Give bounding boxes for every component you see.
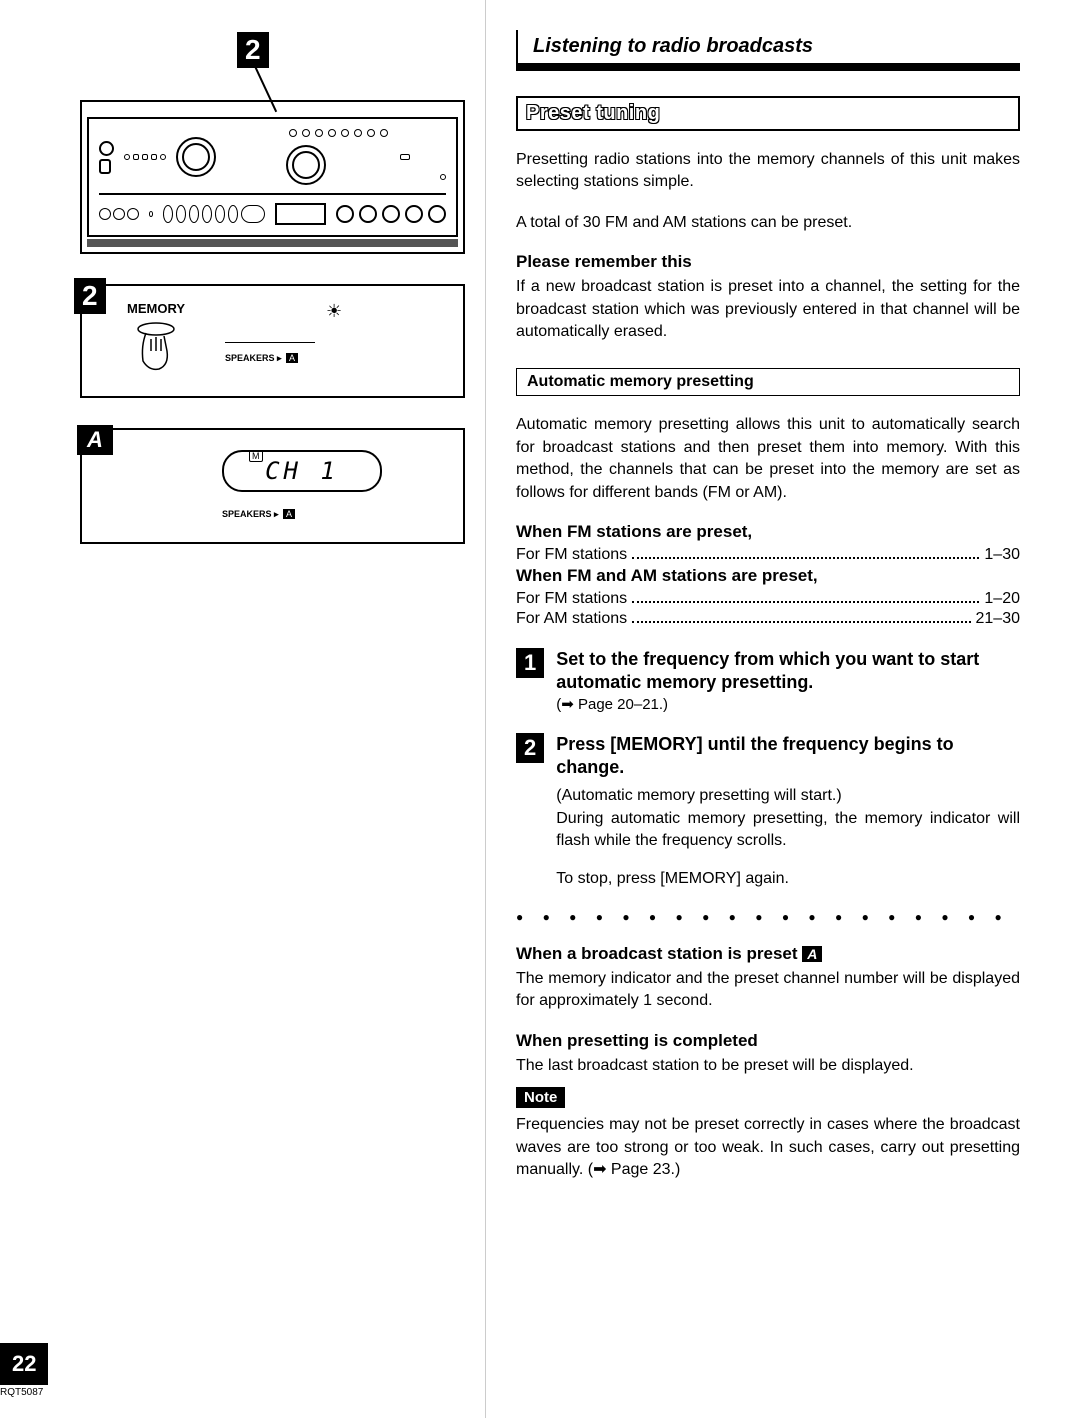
right-column: Listening to radio broadcasts Preset tun… [485,0,1080,1418]
step-1-ref: (➡ Page 20–21.) [556,695,1020,713]
memory-indicator: M [249,450,263,462]
complete-text: The last broadcast station to be preset … [516,1055,1020,1077]
step-1: 1 Set to the frequency from which you wa… [516,648,1020,713]
inline-a-badge: A [802,946,822,962]
step-2-sub3: To stop, press [MEMORY] again. [556,868,1020,890]
section-title-box: Preset tuning [516,96,1020,131]
am-range-row: For AM stations 21–30 [516,610,1020,628]
am-range: 21–30 [976,610,1021,628]
dots-divider: ● ● ● ● ● ● ● ● ● ● ● ● ● ● ● ● ● ● ● ● … [516,910,1020,924]
receiver-illustration: 2 [80,100,465,254]
remember-heading: Please remember this [516,252,1020,272]
remember-text: If a new broadcast station is preset int… [516,276,1020,343]
speakers-label: SPEAKERS ▸ [225,353,282,363]
step-2-badge: 2 [516,733,544,763]
callout-line [252,62,277,113]
step-2: 2 Press [MEMORY] until the frequency beg… [516,733,1020,890]
fm-range-row-2: For FM stations 1–20 [516,590,1020,608]
intro-text-1: Presetting radio stations into the memor… [516,149,1020,194]
fm-range: 1–30 [984,546,1020,564]
speakers-a-box: A [286,353,298,363]
complete-heading: When presetting is completed [516,1031,1020,1051]
left-column: 2 [0,0,485,1418]
broadcast-preset-text: The memory indicator and the preset chan… [516,968,1020,1013]
fm-label: For FM stations [516,546,627,564]
step-2-title: Press [MEMORY] until the frequency begin… [556,733,1020,780]
speakers-a-box-2: A [283,509,295,519]
fm-preset-heading: When FM stations are preset, [516,522,1020,542]
header-title: Listening to radio broadcasts [533,35,1020,58]
step-2-sub2: During automatic memory presetting, the … [556,808,1020,853]
step-2-sub1: (Automatic memory presetting will start.… [556,785,1020,807]
press-hand-icon [131,321,181,376]
step-1-title: Set to the frequency from which you want… [556,648,1020,695]
note-text: Frequencies may not be preset correctly … [516,1114,1020,1181]
document-code: RQT5087 [0,1387,48,1398]
page-header: Listening to radio broadcasts [516,30,1020,71]
note-badge: Note [516,1087,565,1108]
page-number: 22 [0,1343,48,1385]
dimmer-icon: ☀ [225,301,443,322]
display-panel-a: A M CH 1 SPEAKERS ▸ A [80,428,465,544]
page-footer: 22 RQT5087 [0,1343,48,1398]
fm-range-row: For FM stations 1–30 [516,546,1020,564]
fm-range-2: 1–20 [984,590,1020,608]
am-label: For AM stations [516,610,627,628]
fm-am-preset-heading: When FM and AM stations are preset, [516,566,1020,586]
fm-label-2: For FM stations [516,590,627,608]
memory-label: MEMORY [127,301,185,316]
speakers-label-a: SPEAKERS ▸ [222,509,279,519]
auto-memory-text: Automatic memory presetting allows this … [516,414,1020,504]
auto-memory-heading: Automatic memory presetting [527,373,754,390]
memory-button-panel: 2 MEMORY ☀ SPEAKERS ▸ A [80,284,465,398]
intro-text-2: A total of 30 FM and AM stations can be … [516,212,1020,234]
auto-memory-heading-box: Automatic memory presetting [516,368,1020,396]
step-1-badge: 1 [516,648,544,678]
section-title: Preset tuning [526,102,660,124]
callout-badge-2b: 2 [74,278,106,314]
broadcast-preset-heading: When a broadcast station is preset A [516,944,1020,964]
callout-badge-a: A [77,425,113,455]
